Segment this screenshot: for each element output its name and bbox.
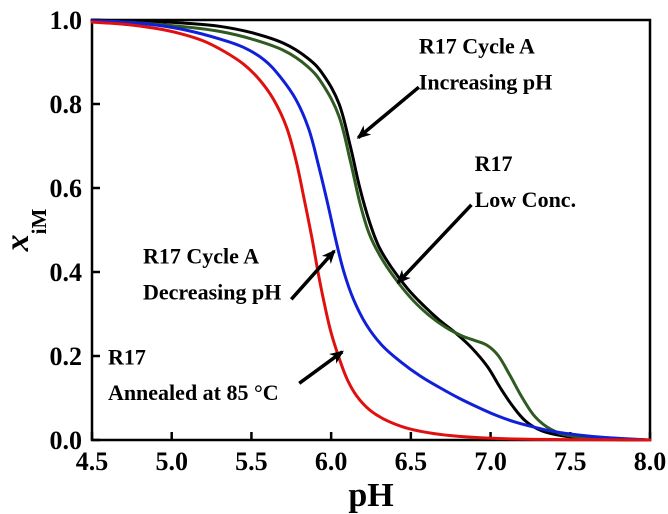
x-tick-label: 6.0 (315, 447, 348, 476)
y-tick-label: 0.2 (50, 342, 83, 371)
annotation-text-dec-0: R17 Cycle A (143, 244, 259, 269)
y-axis-label-sub: iM (27, 208, 51, 234)
annotation-text-anneal-0: R17 (108, 344, 146, 369)
annotation-arrow-lowconc (398, 205, 471, 283)
annotations-group: R17 Cycle A Increasing pH R17 Low Conc. R17 … (108, 34, 576, 406)
x-tick-label: 8.0 (634, 447, 667, 476)
annotation-arrow-anneal (299, 352, 342, 384)
axes: 4.55.05.56.06.57.07.58.00.00.20.40.60.81… (50, 6, 667, 476)
annotation-text-dec-1: Decreasing pH (143, 279, 281, 304)
x-tick-label: 5.5 (235, 447, 268, 476)
chart-svg: 4.55.05.56.06.57.07.58.00.00.20.40.60.81… (0, 0, 668, 514)
y-tick-label: 1.0 (50, 6, 83, 35)
annotation-text-lowconc-1: Low Conc. (475, 187, 576, 212)
y-tick-label: 0.6 (50, 174, 83, 203)
x-tick-label: 7.5 (554, 447, 587, 476)
series-group (92, 20, 650, 440)
x-tick-label: 7.0 (474, 447, 507, 476)
y-tick-label: 0.0 (50, 426, 83, 455)
x-tick-label: 5.0 (155, 447, 188, 476)
annotation-text-lowconc-0: R17 (475, 151, 513, 176)
x-tick-label: 6.5 (395, 447, 428, 476)
series-r17-cycle-a-increasing-ph (92, 20, 650, 440)
annotation-text-inc-0: R17 Cycle A (419, 34, 535, 59)
annotation-text-anneal-1: Annealed at 85 °C (108, 380, 279, 405)
y-tick-label: 0.4 (50, 258, 83, 287)
y-axis-label: xiM (0, 208, 51, 252)
x-axis-label: pH (348, 477, 393, 514)
annotation-arrow-inc (358, 87, 419, 137)
y-axis-label-main: x (0, 234, 36, 252)
line-chart: 4.55.05.56.06.57.07.58.00.00.20.40.60.81… (0, 0, 668, 514)
y-tick-label: 0.8 (50, 90, 83, 119)
annotation-arrow-dec (291, 251, 334, 299)
series-r17-annealed-at-85-c (92, 22, 650, 440)
annotation-text-inc-1: Increasing pH (419, 69, 552, 94)
